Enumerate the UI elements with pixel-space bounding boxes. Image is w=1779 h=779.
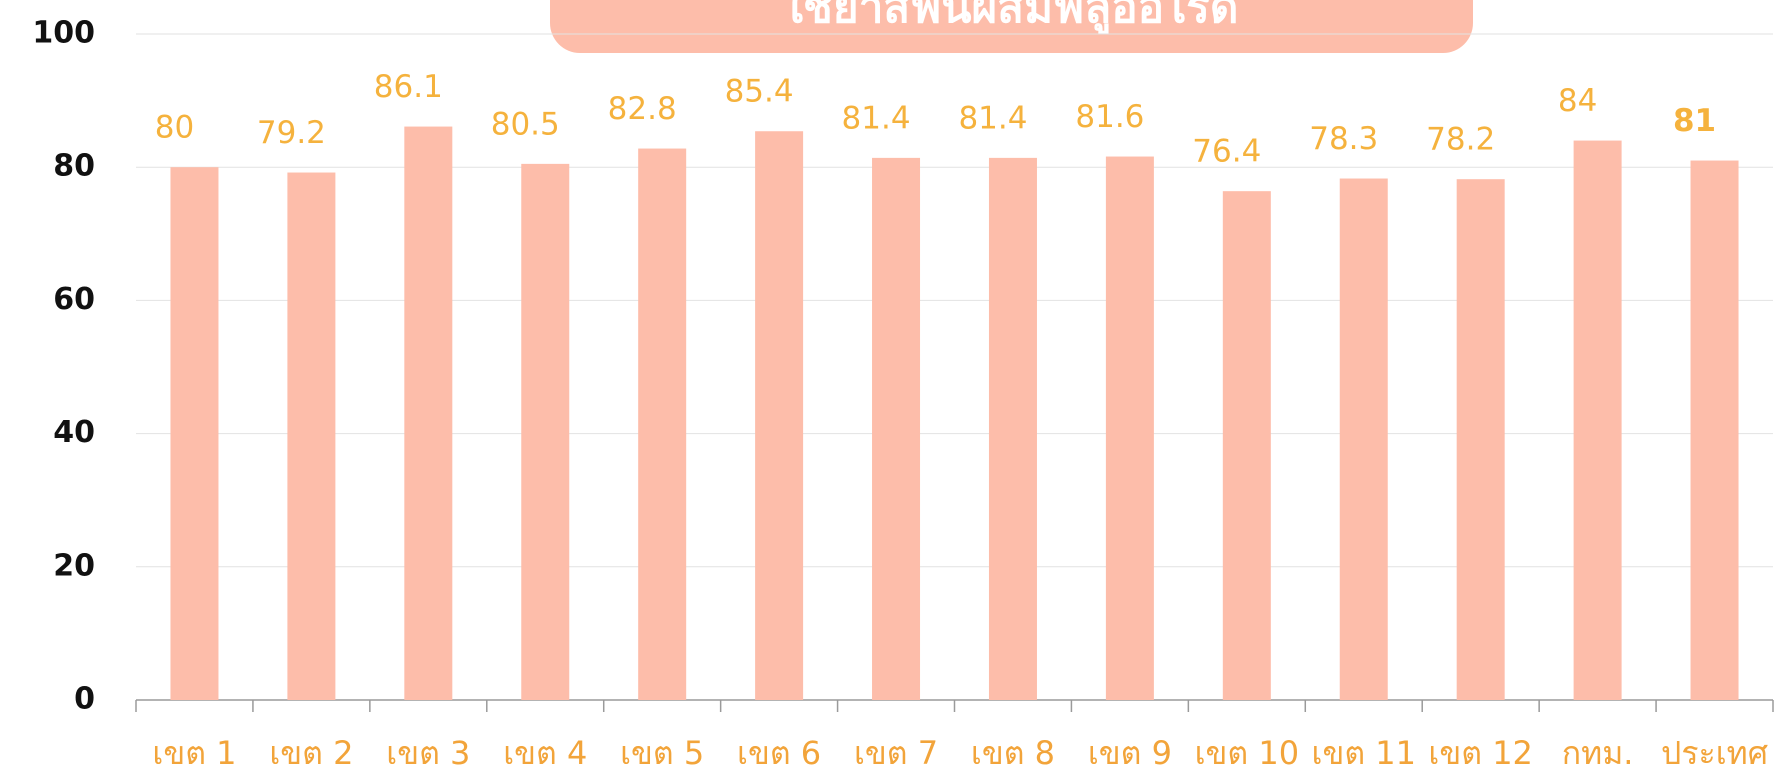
x-tick-label: เขต 9 [1088, 734, 1172, 772]
value-label: 81.4 [958, 100, 1027, 136]
value-label: 76.4 [1192, 134, 1261, 170]
value-label: 80.5 [491, 106, 560, 142]
value-label: 80 [155, 110, 194, 146]
x-tick-label: กทม. [1562, 734, 1634, 772]
x-tick-label: เขต 1 [152, 734, 236, 772]
x-tick-label: เขต 11 [1312, 734, 1416, 772]
bar [638, 148, 687, 700]
y-tick-label: 100 [32, 16, 95, 51]
value-label: 84 [1558, 83, 1597, 119]
bar [1456, 179, 1505, 701]
title-banner: ใช้ยาสีฟันผสมฟลูออไรด์ [550, 0, 1473, 53]
value-label: 79.2 [257, 115, 326, 151]
bar [988, 157, 1037, 701]
x-tick-label: เขต 12 [1428, 734, 1532, 772]
bar [1573, 140, 1622, 700]
bar [521, 163, 570, 700]
x-tick-label: เขต 7 [854, 734, 938, 772]
value-label: 86.1 [374, 69, 443, 105]
y-tick-label: 80 [53, 149, 95, 184]
x-tick-label: เขต 10 [1195, 734, 1299, 772]
chart-title: ใช้ยาสีฟันผสมฟลูออไรด์ [782, 0, 1239, 34]
x-tick-label: ประเทศ [1661, 734, 1768, 772]
value-label: 85.4 [725, 74, 794, 110]
bar [872, 157, 921, 701]
y-tick-label: 60 [53, 282, 95, 317]
bar [1339, 178, 1388, 701]
bar [287, 172, 336, 700]
bar [1222, 191, 1271, 700]
y-tick-label: 40 [53, 415, 95, 450]
x-tick-label: เขต 8 [971, 734, 1055, 772]
bar [170, 167, 219, 700]
x-tick-label: เขต 2 [269, 734, 353, 772]
y-tick-label: 0 [74, 682, 95, 717]
value-label: 78.3 [1309, 121, 1378, 157]
bar [755, 131, 804, 701]
value-label: 81.4 [842, 100, 911, 136]
x-tick-label: เขต 3 [386, 734, 470, 772]
bar [1105, 156, 1154, 700]
value-label: 82.8 [608, 91, 677, 127]
x-tick-label: เขต 4 [503, 734, 587, 772]
value-label: 81 [1673, 103, 1716, 139]
x-tick-label: เขต 5 [620, 734, 704, 772]
value-label: 81.6 [1075, 99, 1144, 135]
bar [1690, 160, 1739, 701]
value-label: 78.2 [1426, 122, 1495, 158]
banner-background [550, 0, 1473, 53]
bar [404, 126, 453, 701]
x-tick-label: เขต 6 [737, 734, 821, 772]
y-tick-label: 20 [53, 548, 95, 583]
